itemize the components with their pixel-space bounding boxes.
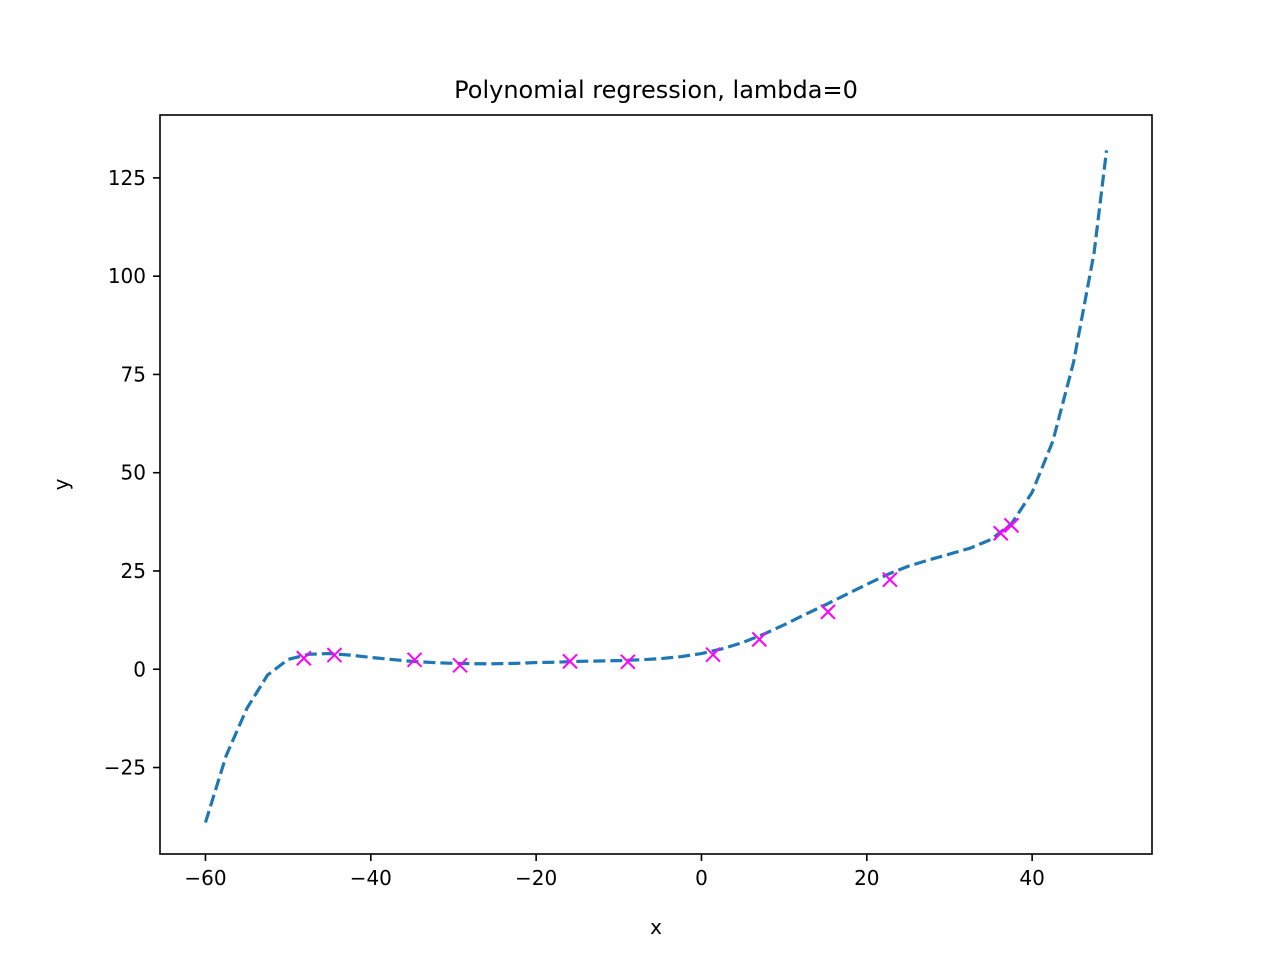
plot-area <box>159 114 1153 855</box>
x-tick-label: −60 <box>184 866 226 890</box>
data-point <box>326 647 343 663</box>
data-point <box>452 657 468 674</box>
data-point <box>296 650 312 666</box>
data-point <box>562 653 578 670</box>
data-point <box>882 571 898 588</box>
data-point <box>993 525 1009 541</box>
y-axis-label: y <box>49 478 73 490</box>
x-tick-label: 40 <box>1019 866 1044 890</box>
data-point <box>820 604 836 620</box>
y-tick-label: 75 <box>121 362 146 386</box>
data-point <box>705 646 721 663</box>
x-axis: −60 −40 −20 0 20 40 <box>184 854 1045 890</box>
x-axis-label: x <box>650 915 662 939</box>
y-tick-label: 100 <box>108 264 146 288</box>
x-tick-label: 20 <box>854 866 879 890</box>
y-tick-label: 25 <box>121 559 146 583</box>
y-tick-label: −25 <box>104 756 146 780</box>
chart-title: Polynomial regression, lambda=0 <box>454 76 858 104</box>
x-tick-label: 0 <box>695 866 708 890</box>
y-tick-label: 0 <box>133 657 146 681</box>
data-point <box>406 652 423 668</box>
data-point <box>1003 517 1020 534</box>
y-tick-label: 125 <box>108 166 146 190</box>
axes-frame <box>159 114 1153 855</box>
x-tick-label: −20 <box>515 866 557 890</box>
data-point <box>620 654 636 670</box>
x-tick-label: −40 <box>350 866 392 890</box>
data-point <box>751 631 768 648</box>
y-axis: −25 0 25 50 75 100 125 <box>104 166 160 780</box>
y-tick-label: 50 <box>121 461 146 485</box>
fit-curve <box>203 150 1109 824</box>
